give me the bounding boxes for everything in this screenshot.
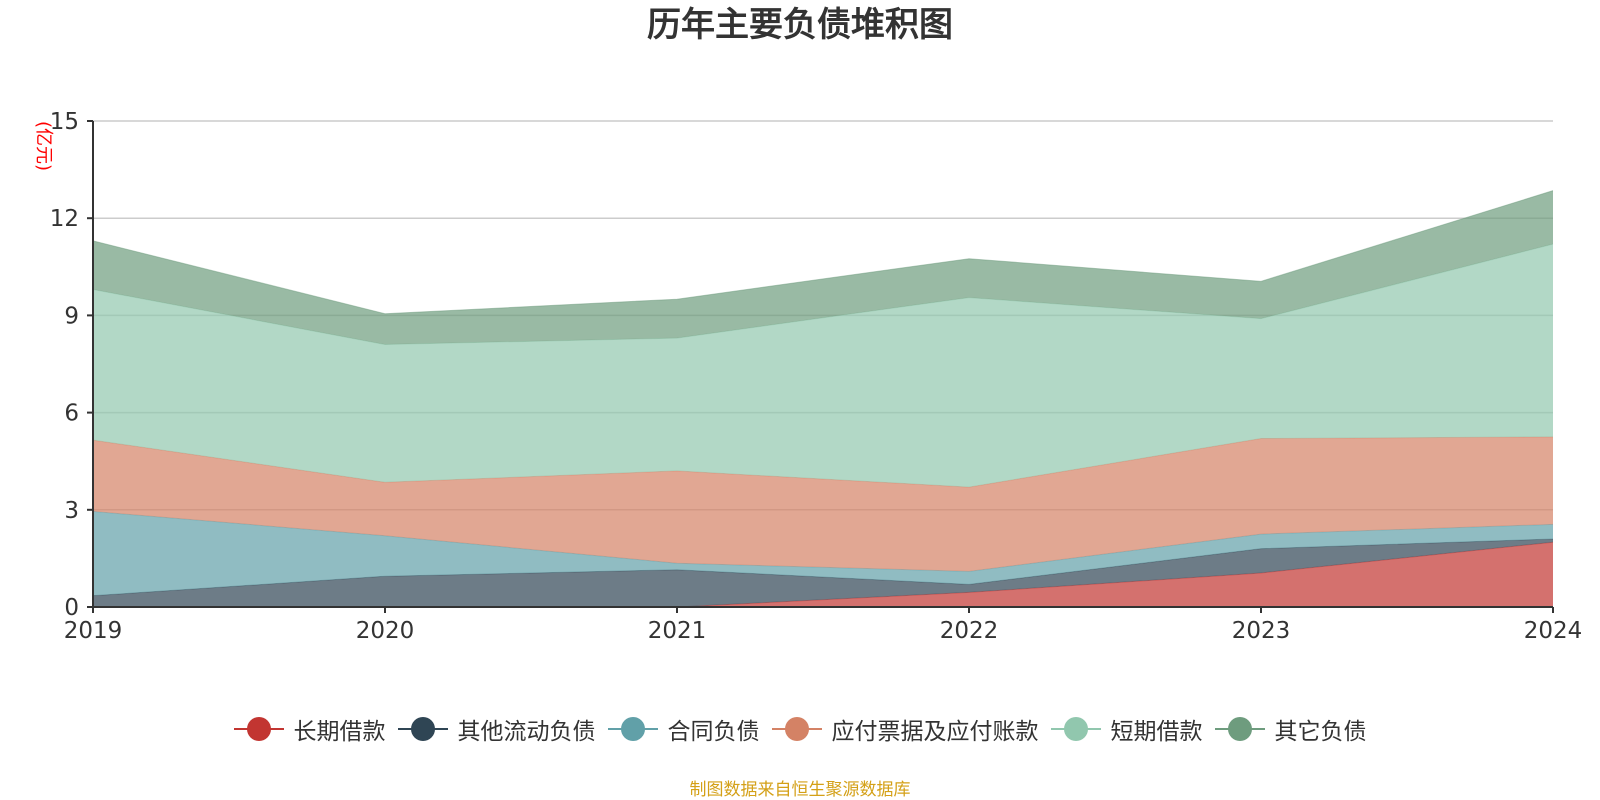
legend-marker-icon bbox=[771, 717, 822, 741]
legend-label: 短期借款 bbox=[1110, 719, 1203, 745]
legend-item-1[interactable]: 其他流动负债 bbox=[397, 712, 596, 746]
area-series-3 bbox=[93, 436, 1553, 572]
x-tick-label: 2024 bbox=[1524, 618, 1583, 644]
x-tick-label: 2021 bbox=[648, 618, 707, 644]
x-tick-label: 2019 bbox=[64, 618, 123, 644]
legend-marker-icon bbox=[397, 717, 448, 741]
y-axis-unit-label: (亿元) bbox=[33, 121, 54, 171]
legend-marker-icon bbox=[1214, 717, 1265, 741]
legend-label: 合同负债 bbox=[667, 719, 760, 745]
legend: 长期借款 其他流动负债 合同负债 应付票据及应付账款 短期借款 其它负债 bbox=[0, 712, 1600, 746]
area-series-5 bbox=[93, 190, 1553, 345]
stacked-areas bbox=[92, 190, 1554, 608]
x-tick-label: 2022 bbox=[940, 618, 999, 644]
legend-marker-icon bbox=[233, 717, 284, 741]
area-series-1 bbox=[93, 538, 1553, 607]
legend-item-2[interactable]: 合同负债 bbox=[607, 712, 760, 746]
legend-item-0[interactable]: 长期借款 bbox=[233, 712, 386, 746]
y-tick-label: 6 bbox=[64, 401, 79, 427]
y-tick-label: 9 bbox=[64, 303, 79, 329]
y-tick-label: 3 bbox=[64, 498, 79, 524]
legend-item-3[interactable]: 应付票据及应付账款 bbox=[771, 712, 1039, 746]
area-series-4 bbox=[93, 244, 1553, 488]
legend-label: 应付票据及应付账款 bbox=[831, 719, 1039, 745]
y-tick-label: 15 bbox=[50, 109, 79, 135]
legend-marker-icon bbox=[1050, 717, 1101, 741]
x-tick-label: 2023 bbox=[1232, 618, 1291, 644]
axes: 0 3 6 9 12 15 2019 2020 2021 2022 2023 2024 bbox=[50, 109, 1583, 644]
data-source-note: 制图数据来自恒生聚源数据库 bbox=[689, 780, 911, 800]
y-tick-label: 12 bbox=[50, 206, 79, 232]
legend-marker-icon bbox=[607, 717, 658, 741]
y-tick-label: 0 bbox=[64, 595, 79, 621]
area-series-2 bbox=[93, 511, 1553, 596]
legend-item-5[interactable]: 其它负债 bbox=[1214, 712, 1367, 746]
legend-label: 其它负债 bbox=[1274, 719, 1367, 745]
x-tick-label: 2020 bbox=[356, 618, 415, 644]
area-edge-5 bbox=[92, 190, 1554, 315]
legend-item-4[interactable]: 短期借款 bbox=[1050, 712, 1203, 746]
legend-label: 其他流动负债 bbox=[457, 719, 596, 745]
chart-title: 历年主要负债堆积图 bbox=[647, 5, 953, 45]
area-series-0 bbox=[93, 542, 1553, 607]
legend-label: 长期借款 bbox=[293, 719, 386, 745]
